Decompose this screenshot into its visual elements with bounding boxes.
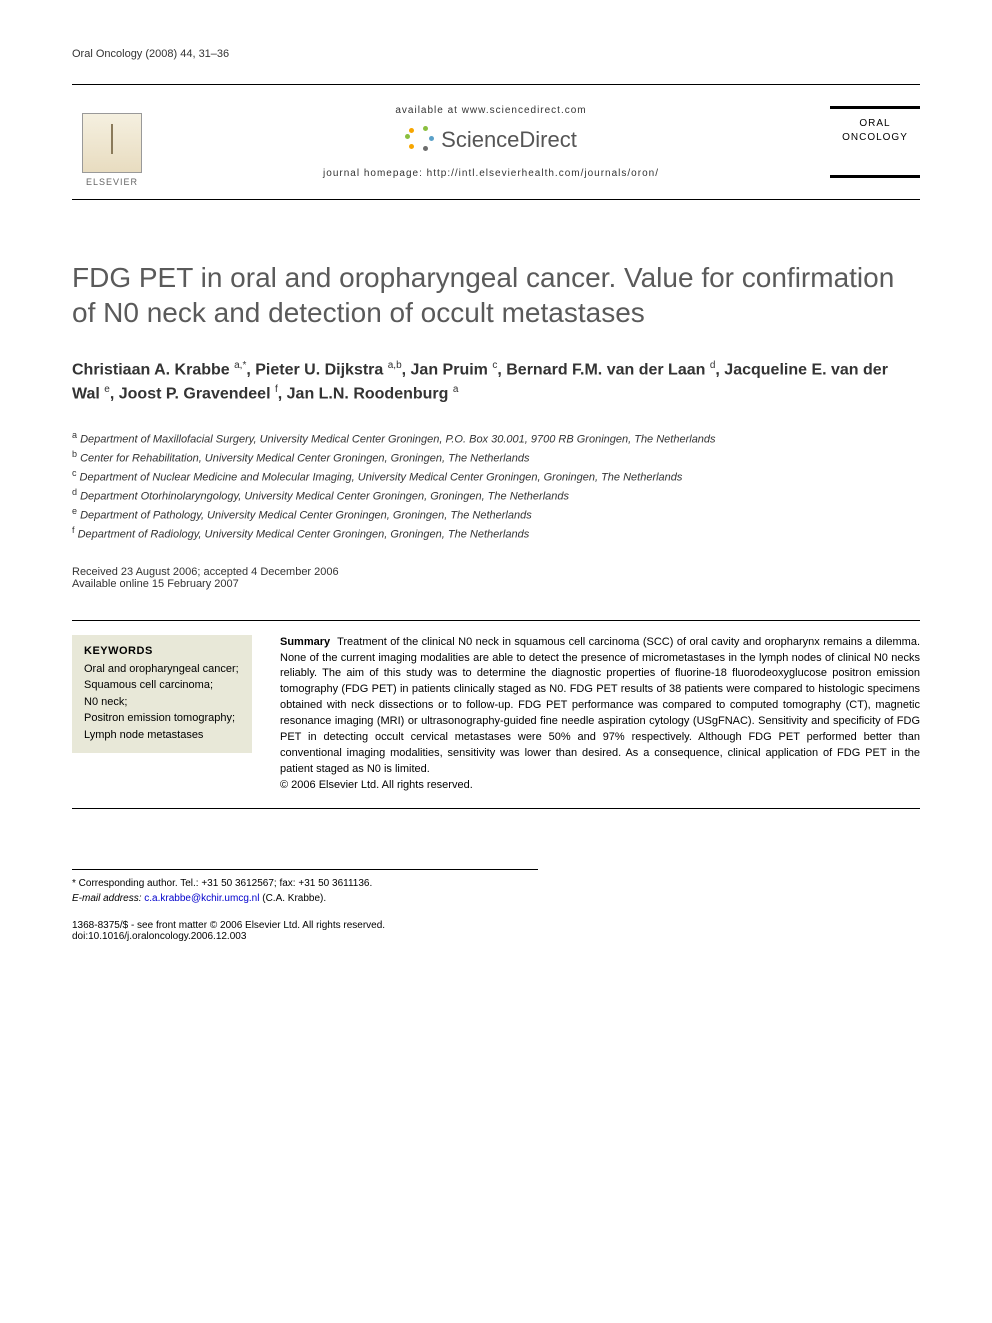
sciencedirect-wordmark: ScienceDirect bbox=[441, 127, 577, 153]
author-list: Christiaan A. Krabbe a,*, Pieter U. Dijk… bbox=[72, 358, 920, 407]
publisher-label: ELSEVIER bbox=[86, 177, 138, 187]
corresponding-tel-fax: * Corresponding author. Tel.: +31 50 361… bbox=[72, 876, 538, 891]
journal-cover-line1: ORAL bbox=[830, 117, 920, 131]
email-link[interactable]: c.a.krabbe@kchir.umcg.nl bbox=[144, 893, 259, 904]
available-online-date: Available online 15 February 2007 bbox=[72, 578, 920, 590]
email-attribution: (C.A. Krabbe). bbox=[262, 893, 326, 904]
keyword-item: N0 neck; bbox=[84, 694, 240, 711]
publisher-logo-block: ELSEVIER bbox=[72, 97, 152, 187]
article-title: FDG PET in oral and oropharyngeal cancer… bbox=[72, 260, 920, 330]
footer-issn: 1368-8375/$ - see front matter © 2006 El… bbox=[72, 920, 920, 931]
journal-cover-line2: ONCOLOGY bbox=[830, 131, 920, 145]
summary-copyright: © 2006 Elsevier Ltd. All rights reserved… bbox=[280, 779, 473, 791]
corresponding-author-footnote: * Corresponding author. Tel.: +31 50 361… bbox=[72, 869, 538, 906]
summary-text: Summary Treatment of the clinical N0 nec… bbox=[280, 636, 920, 776]
affiliation: b Center for Rehabilitation, University … bbox=[72, 448, 920, 467]
masthead-center: available at www.sciencedirect.com Scien… bbox=[152, 105, 830, 179]
journal-cover: ORAL ONCOLOGY bbox=[830, 106, 920, 178]
affiliation: c Department of Nuclear Medicine and Mol… bbox=[72, 467, 920, 486]
affiliation: a Department of Maxillofacial Surgery, U… bbox=[72, 429, 920, 448]
affiliations: a Department of Maxillofacial Surgery, U… bbox=[72, 429, 920, 544]
keyword-item: Oral and oropharyngeal cancer; bbox=[84, 661, 240, 678]
summary-column: Summary Treatment of the clinical N0 nec… bbox=[280, 635, 920, 794]
keywords-list: Oral and oropharyngeal cancer;Squamous c… bbox=[84, 661, 240, 744]
running-head: Oral Oncology (2008) 44, 31–36 bbox=[72, 48, 920, 60]
footer-doi: doi:10.1016/j.oraloncology.2006.12.003 bbox=[72, 931, 920, 942]
keywords-heading: KEYWORDS bbox=[84, 645, 240, 657]
masthead: ELSEVIER available at www.sciencedirect.… bbox=[72, 84, 920, 200]
keyword-item: Lymph node metastases bbox=[84, 727, 240, 744]
email-label: E-mail address: bbox=[72, 893, 141, 904]
elsevier-tree-icon bbox=[82, 113, 142, 173]
sciencedirect-logo: ScienceDirect bbox=[172, 126, 810, 154]
received-accepted-date: Received 23 August 2006; accepted 4 Dece… bbox=[72, 566, 920, 578]
article-dates: Received 23 August 2006; accepted 4 Dece… bbox=[72, 566, 920, 590]
corresponding-email-line: E-mail address: c.a.krabbe@kchir.umcg.nl… bbox=[72, 891, 538, 906]
keywords-box: KEYWORDS Oral and oropharyngeal cancer;S… bbox=[72, 635, 252, 754]
keyword-item: Positron emission tomography; bbox=[84, 710, 240, 727]
affiliation: e Department of Pathology, University Me… bbox=[72, 505, 920, 524]
affiliation: f Department of Radiology, University Me… bbox=[72, 524, 920, 543]
abstract-row: KEYWORDS Oral and oropharyngeal cancer;S… bbox=[72, 620, 920, 809]
journal-homepage-text: journal homepage: http://intl.elsevierhe… bbox=[172, 168, 810, 179]
available-at-text: available at www.sciencedirect.com bbox=[172, 105, 810, 116]
journal-cover-box: ORAL ONCOLOGY bbox=[830, 106, 920, 178]
keyword-item: Squamous cell carcinoma; bbox=[84, 677, 240, 694]
affiliation: d Department Otorhinolaryngology, Univer… bbox=[72, 486, 920, 505]
sciencedirect-burst-icon bbox=[405, 126, 433, 154]
